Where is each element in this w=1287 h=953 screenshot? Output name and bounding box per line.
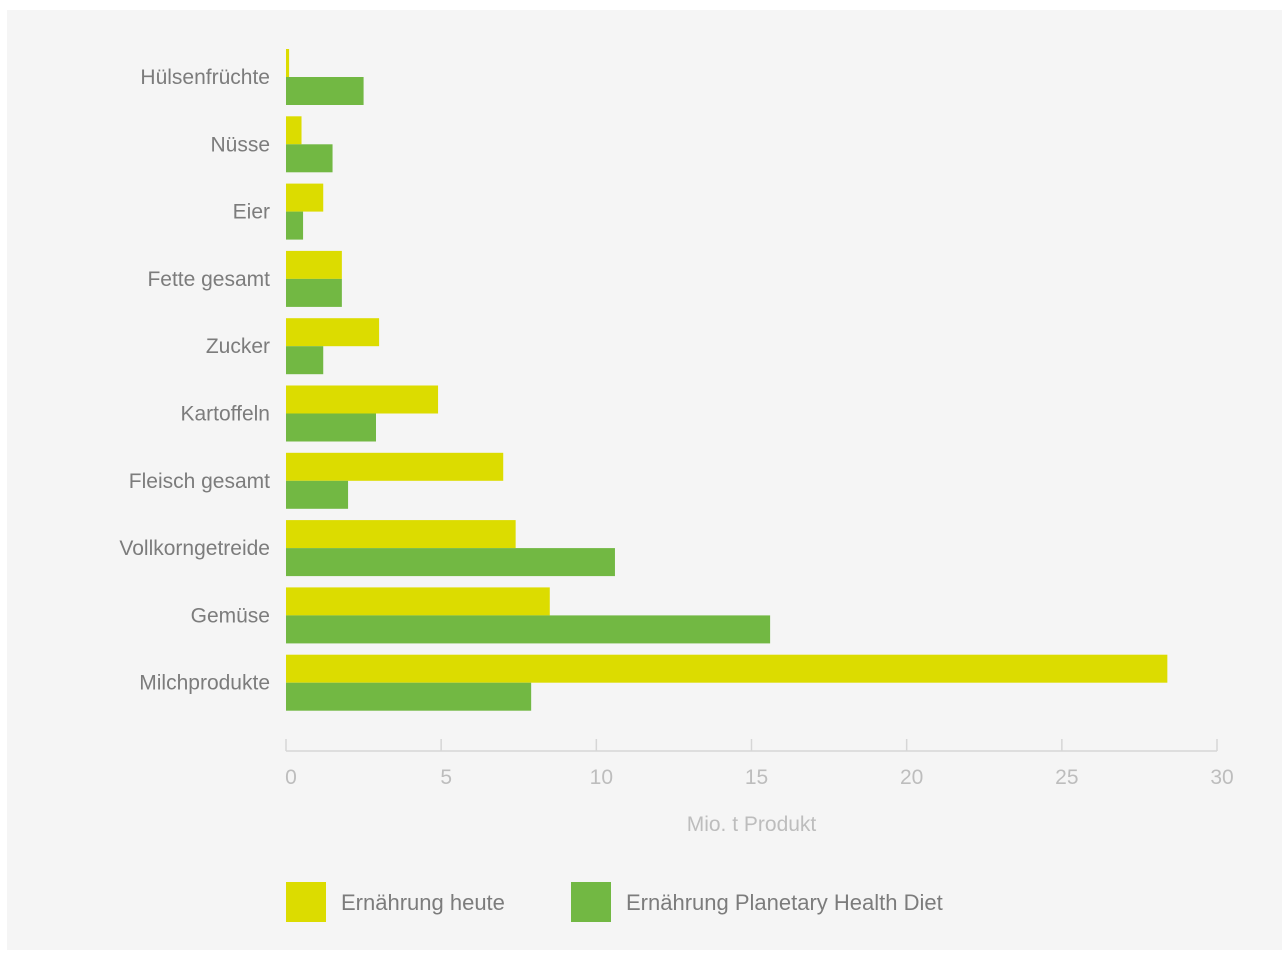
bar-ernaehrung-heute	[286, 116, 302, 145]
chart-panel: Hülsenfrüchte Nüsse Eier Fette gesamt Zucker…	[7, 10, 1282, 950]
x-tick-label: 0	[285, 766, 297, 789]
bar-planetary-health-diet	[286, 346, 324, 375]
bar-chart: Hülsenfrüchte Nüsse Eier Fette gesamt Zucker…	[119, 49, 1234, 922]
x-axis-title: Mio. t Produkt	[687, 813, 817, 836]
category-label: Nüsse	[210, 133, 270, 156]
bar-ernaehrung-heute	[286, 520, 516, 549]
bar-planetary-health-diet	[286, 144, 333, 173]
bar-planetary-health-diet	[286, 413, 376, 442]
bar-planetary-health-diet	[286, 278, 342, 307]
category-label: Hülsenfrüchte	[140, 66, 270, 89]
category-label: Fleisch gesamt	[129, 470, 270, 493]
bar-ernaehrung-heute	[286, 318, 380, 347]
x-tick-label: 20	[900, 766, 923, 789]
x-tick-label: 30	[1210, 766, 1233, 789]
category-label: Zucker	[206, 335, 270, 358]
category-label: Gemüse	[191, 604, 270, 627]
bar-ernaehrung-heute	[286, 385, 439, 414]
x-tick-label: 5	[440, 766, 452, 789]
legend-label-planetary-health-diet: Ernährung Planetary Health Diet	[626, 890, 943, 915]
x-tick-label: 15	[745, 766, 768, 789]
x-tick-label: 10	[590, 766, 613, 789]
bar-planetary-health-diet	[286, 548, 615, 577]
category-label: Fette gesamt	[147, 268, 270, 291]
category-label: Milchprodukte	[139, 672, 270, 695]
bar-planetary-health-diet	[286, 615, 771, 644]
bar-ernaehrung-heute	[286, 587, 550, 616]
bar-planetary-health-diet	[286, 682, 532, 711]
bar-planetary-health-diet	[286, 77, 364, 105]
legend-label-ernaehrung-heute: Ernährung heute	[341, 890, 505, 915]
category-label: Kartoffeln	[180, 403, 270, 426]
bar-planetary-health-diet	[286, 480, 349, 509]
bar-ernaehrung-heute	[286, 250, 342, 279]
bar-ernaehrung-heute	[286, 49, 290, 77]
bar-ernaehrung-heute	[286, 183, 324, 212]
bar-ernaehrung-heute	[286, 452, 504, 481]
bar-planetary-health-diet	[286, 211, 304, 240]
x-tick-label: 25	[1055, 766, 1078, 789]
bar-ernaehrung-heute	[286, 654, 1168, 683]
legend-swatch-ernaehrung-heute	[286, 882, 326, 922]
category-label: Vollkorngetreide	[119, 537, 270, 560]
category-label: Eier	[233, 201, 270, 224]
legend-swatch-planetary-health-diet	[571, 882, 611, 922]
